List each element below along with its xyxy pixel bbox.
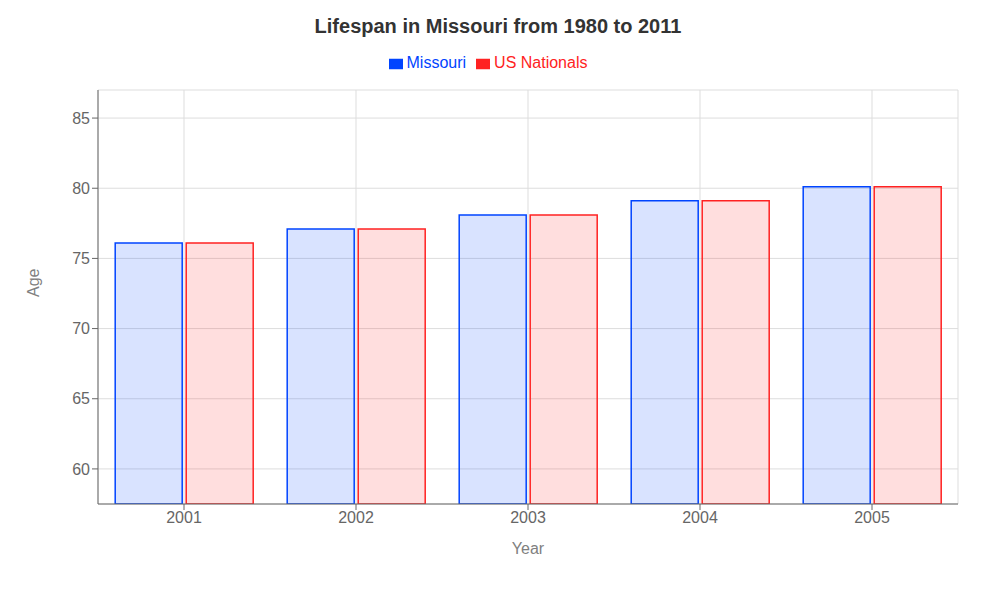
- svg-text:85: 85: [72, 110, 90, 127]
- svg-text:65: 65: [72, 390, 90, 407]
- html-text:Lifespan in Missouri from 1980: Lifespan in Missouri from 1980 to 2011: [314, 15, 682, 37]
- svg-text:80: 80: [72, 180, 90, 197]
- svg-text:2002: 2002: [338, 509, 374, 526]
- svg-text:2004: 2004: [682, 509, 718, 526]
- html-text:Missouri: Missouri: [406, 54, 467, 71]
- svg-text:75: 75: [72, 250, 90, 267]
- svg-text:Year: Year: [512, 540, 545, 557]
- html-text:US Nationals: US Nationals: [494, 54, 588, 71]
- svg-text:2005: 2005: [854, 509, 890, 526]
- svg-text:2001: 2001: [166, 509, 202, 526]
- svg-text:60: 60: [72, 461, 90, 478]
- svg-text:Age: Age: [25, 268, 42, 297]
- svg-text:2003: 2003: [510, 509, 546, 526]
- svg-text:70: 70: [72, 320, 90, 337]
